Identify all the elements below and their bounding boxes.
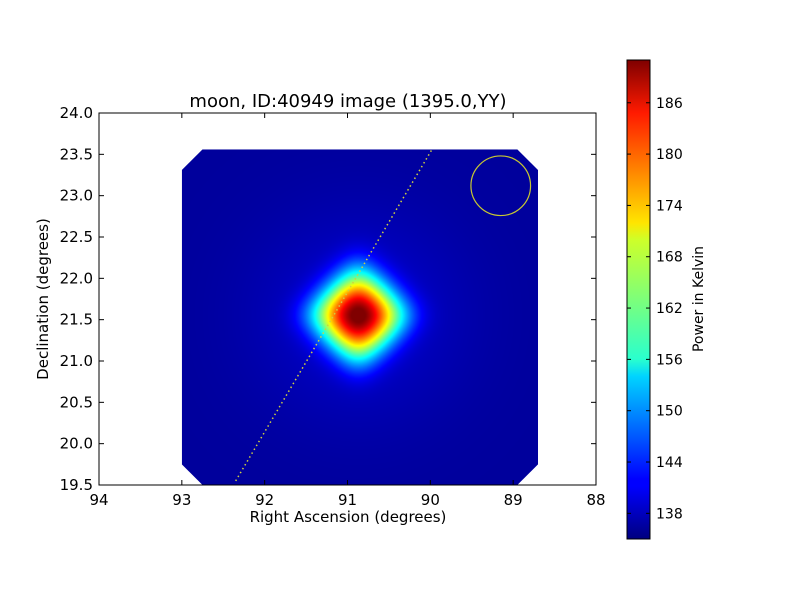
- beam-circle: [470, 155, 532, 217]
- x-tick-label: 88: [586, 491, 605, 509]
- colorbar-tick-label: 168: [656, 250, 683, 266]
- y-tick-label: 22.0: [60, 269, 93, 287]
- colorbar-tick-label: 150: [656, 404, 683, 420]
- colorbar-ticks: 138 144 150 156 162 168 174 180 186: [627, 96, 683, 522]
- y-tick-label: 21.5: [60, 311, 93, 329]
- x-tick-label: 94: [89, 491, 108, 509]
- colorbar-tick-label: 144: [656, 455, 683, 471]
- y-tick-label: 20.0: [60, 435, 93, 453]
- x-axis-ticks: 94 93 92 91 90 89 88: [89, 113, 606, 509]
- y-tick-label: 20.5: [60, 393, 93, 411]
- colorbar-label: Power in Kelvin: [691, 246, 707, 352]
- colorbar-tick-label: 180: [656, 147, 683, 163]
- x-axis-label: Right Ascension (degrees): [250, 508, 447, 526]
- y-tick-label: 19.5: [60, 476, 93, 494]
- colorbar-tick-label: 156: [656, 352, 683, 368]
- plot-area: 94 93 92 91 90 89 88 19.5 20.0 20.5 21.0 21.5 22.0 2…: [60, 104, 606, 509]
- colorbar: 138 144 150 156 162 168 174 180 186: [626, 59, 683, 540]
- y-tick-label: 23.5: [60, 145, 93, 163]
- x-tick-label: 91: [338, 491, 357, 509]
- y-tick-label: 21.0: [60, 352, 93, 370]
- chart-title: moon, ID:40949 image (1395.0,YY): [189, 91, 506, 112]
- y-tick-label: 23.0: [60, 187, 93, 205]
- dotted-track: [235, 148, 433, 482]
- x-tick-label: 89: [504, 491, 523, 509]
- x-tick-label: 93: [172, 491, 191, 509]
- y-tick-label: 24.0: [60, 104, 93, 122]
- y-axis-ticks: 19.5 20.0 20.5 21.0 21.5 22.0 22.5 23.0 23.5 24.0: [60, 104, 596, 494]
- x-tick-label: 92: [255, 491, 274, 509]
- x-tick-label: 90: [421, 491, 440, 509]
- y-axis-label: Declination (degrees): [34, 218, 52, 380]
- colorbar-gradient: [627, 60, 650, 539]
- colorbar-tick-label: 138: [656, 506, 683, 522]
- colorbar-tick-label: 174: [656, 198, 683, 214]
- colorbar-tick-label: 162: [656, 301, 683, 317]
- heatmap-image: [181, 149, 539, 485]
- colorbar-tick-label: 186: [656, 96, 683, 112]
- y-tick-label: 22.5: [60, 228, 93, 246]
- colorbar-frame: [626, 59, 651, 540]
